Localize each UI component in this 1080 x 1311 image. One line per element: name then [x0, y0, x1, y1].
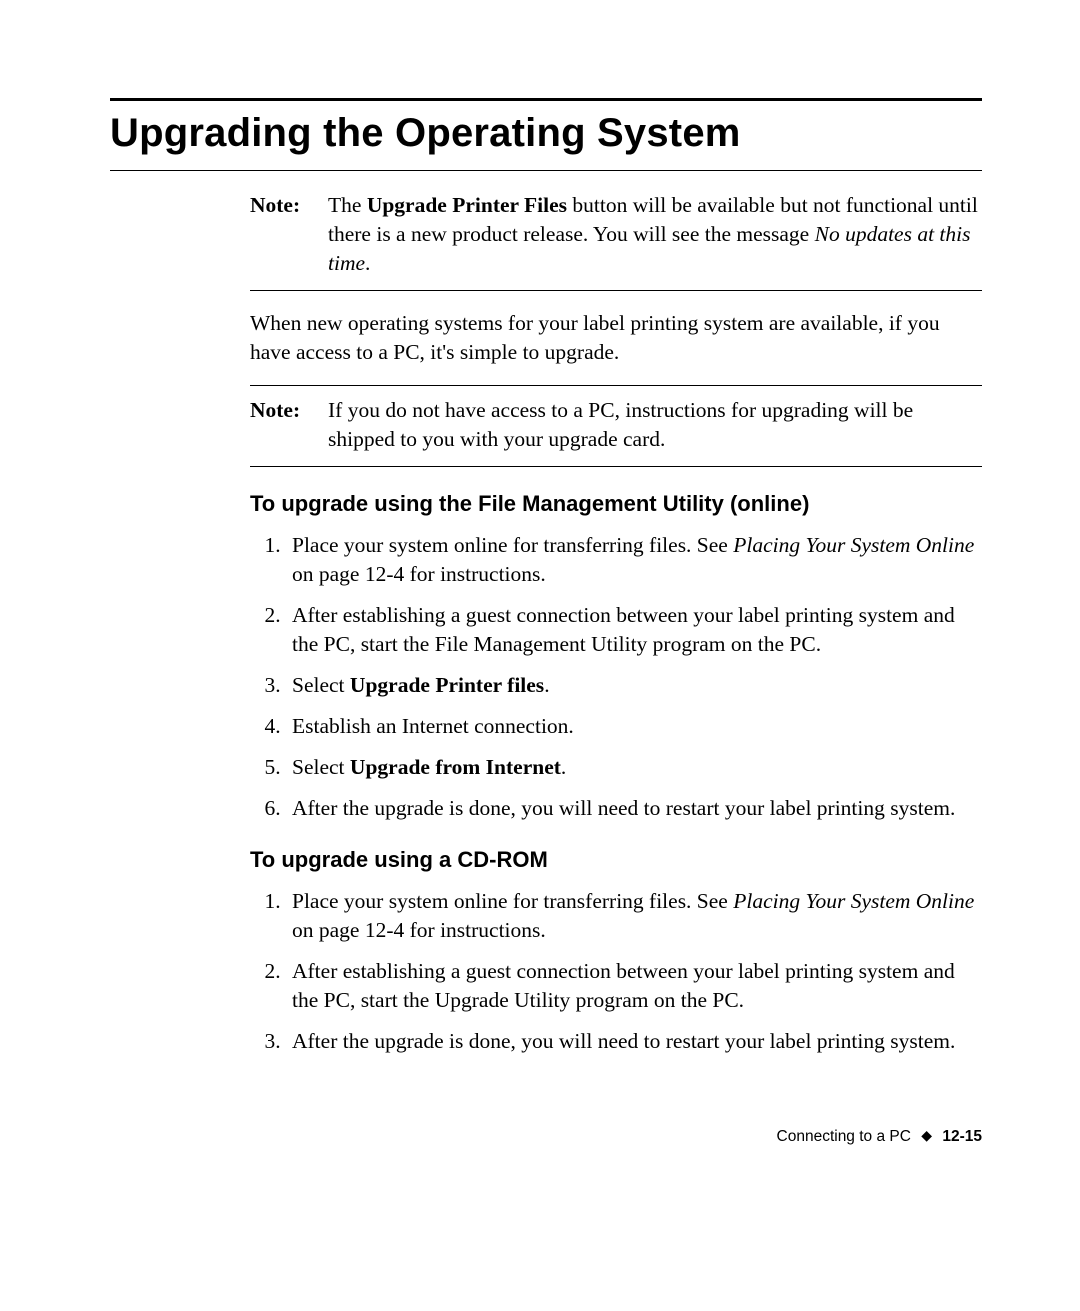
step-online-3-pre: Select	[292, 673, 350, 697]
step-online-6: After the upgrade is done, you will need…	[286, 794, 982, 823]
step-cdrom-1-pre: Place your system online for transferrin…	[292, 889, 733, 913]
step-online-5-bold: Upgrade from Internet	[350, 755, 561, 779]
note-text-1: The Upgrade Printer Files button will be…	[328, 191, 982, 278]
step-cdrom-2: After establishing a guest connection be…	[286, 957, 982, 1015]
note-row-2: Note: If you do not have access to a PC,…	[250, 396, 982, 454]
step-cdrom-1: Place your system online for transferrin…	[286, 887, 982, 945]
step-cdrom-1-italic: Placing Your System Online	[733, 889, 974, 913]
step-cdrom-1-post: on page 12-4 for instructions.	[292, 918, 546, 942]
diamond-icon: ◆	[921, 1127, 932, 1144]
note-block-2: Note: If you do not have access to a PC,…	[250, 385, 982, 467]
step-online-5-post: .	[561, 755, 566, 779]
page-title: Upgrading the Operating System	[110, 111, 982, 156]
heading-cdrom: To upgrade using a CD-ROM	[250, 845, 982, 875]
step-online-1-pre: Place your system online for transferrin…	[292, 533, 733, 557]
note-label: Note:	[250, 191, 328, 220]
step-online-1: Place your system online for transferrin…	[286, 531, 982, 589]
step-online-5: Select Upgrade from Internet.	[286, 753, 982, 782]
step-online-3: Select Upgrade Printer files.	[286, 671, 982, 700]
step-online-4: Establish an Internet connection.	[286, 712, 982, 741]
footer-chapter: Connecting to a PC	[777, 1128, 911, 1145]
step-online-3-bold: Upgrade Printer files	[350, 673, 544, 697]
steps-online: Place your system online for transferrin…	[250, 531, 982, 823]
step-online-1-italic: Placing Your System Online	[733, 533, 974, 557]
note-block-1: Note: The Upgrade Printer Files button w…	[250, 181, 982, 291]
note-label-2: Note:	[250, 396, 328, 425]
heading-online: To upgrade using the File Management Uti…	[250, 489, 982, 519]
intro-paragraph: When new operating systems for your labe…	[250, 309, 982, 367]
title-underline	[110, 170, 982, 171]
step-online-3-post: .	[544, 673, 549, 697]
body-content: Note: The Upgrade Printer Files button w…	[250, 181, 982, 1056]
step-online-5-pre: Select	[292, 755, 350, 779]
step-online-2: After establishing a guest connection be…	[286, 601, 982, 659]
steps-cdrom: Place your system online for transferrin…	[250, 887, 982, 1056]
step-cdrom-3: After the upgrade is done, you will need…	[286, 1027, 982, 1056]
document-page: Upgrading the Operating System Note: The…	[0, 0, 1080, 1311]
step-online-1-post: on page 12-4 for instructions.	[292, 562, 546, 586]
note1-pre: The	[328, 193, 367, 217]
note-text-2: If you do not have access to a PC, instr…	[328, 396, 982, 454]
top-rule	[110, 98, 982, 101]
page-footer: Connecting to a PC ◆ 12-15	[777, 1128, 982, 1146]
footer-pageno: 12-15	[942, 1128, 982, 1145]
note1-post: .	[365, 251, 370, 275]
note-row-1: Note: The Upgrade Printer Files button w…	[250, 191, 982, 278]
note1-bold: Upgrade Printer Files	[367, 193, 567, 217]
